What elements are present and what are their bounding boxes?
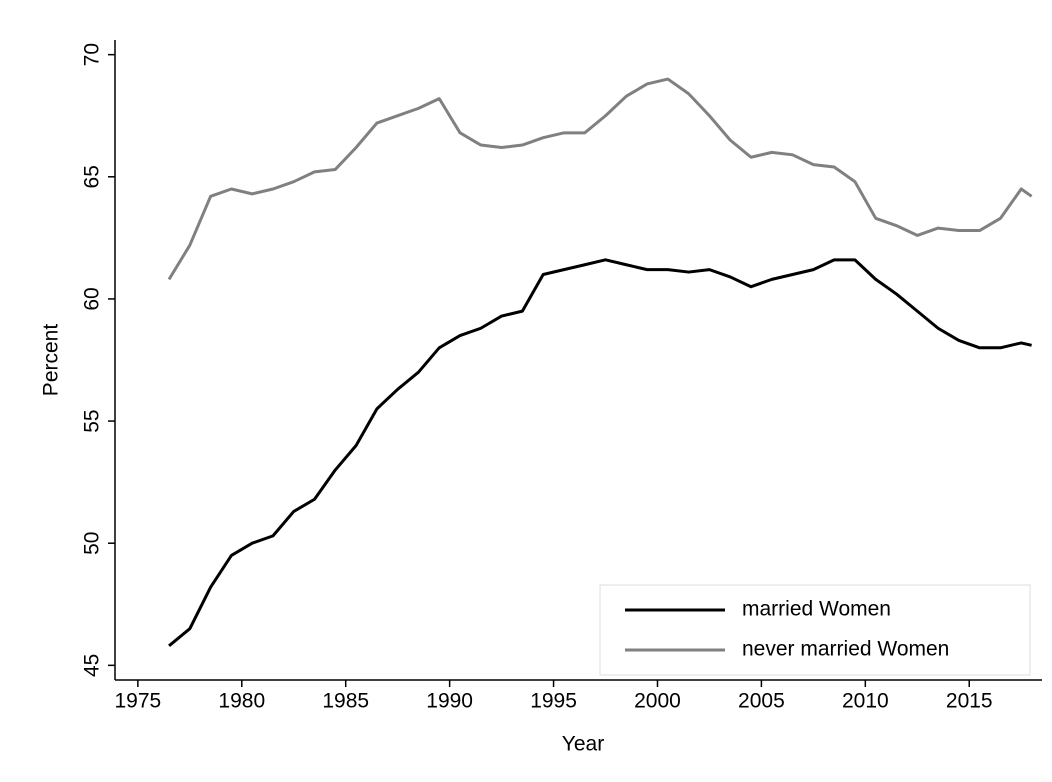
legend-label: married Women: [742, 598, 891, 621]
y-tick-label: 50: [81, 532, 104, 555]
x-tick-label: 2005: [738, 690, 785, 713]
x-tick-label: 2010: [842, 690, 889, 713]
x-tick-label: 1980: [218, 690, 265, 713]
line-series: [168, 258, 1032, 647]
x-tick-label: 1995: [530, 690, 577, 713]
y-tick-label: 70: [81, 43, 104, 66]
x-tick-label: 1990: [426, 690, 473, 713]
x-tick-label: 2000: [634, 690, 681, 713]
x-tick-label: 1975: [115, 690, 162, 713]
line-series: [167, 77, 1033, 281]
legend-label: never married Women: [742, 638, 949, 661]
y-tick-label: 55: [81, 409, 104, 432]
y-tick-label: 45: [81, 654, 104, 677]
x-tick-label: 1985: [322, 690, 369, 713]
legend-box: [599, 584, 1031, 676]
y-tick-label: 65: [81, 165, 104, 188]
y-tick-label: 60: [81, 287, 104, 310]
x-axis-label: Year: [562, 733, 604, 756]
y-axis-label: Percent: [40, 324, 63, 397]
x-tick-label: 2015: [946, 690, 993, 713]
